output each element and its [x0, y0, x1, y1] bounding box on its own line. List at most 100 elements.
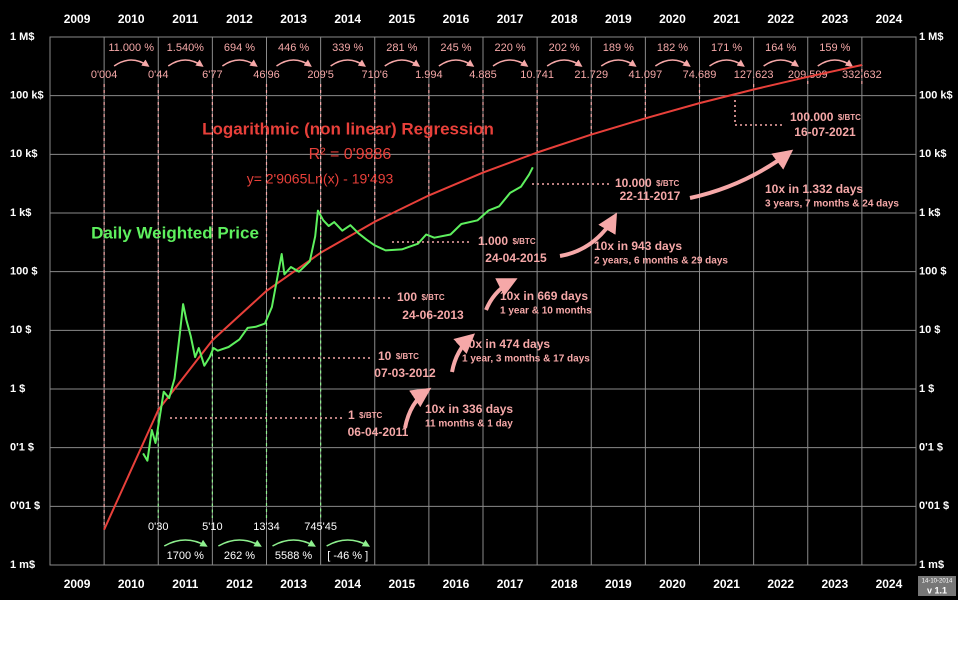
regression-value-label: 710'6 [361, 69, 388, 81]
growth-arrow [600, 59, 637, 67]
price-value-label: 5'10 [202, 521, 222, 533]
milestone-price: 10 $/BTC [378, 348, 419, 365]
price-growth-label: 262 % [224, 550, 255, 562]
regression-title: Logarithmic (non linear) Regression [202, 119, 494, 138]
price-growth-arrow [272, 539, 316, 547]
arrow [559, 212, 618, 258]
milestone-growth: 10x in 474 days [462, 337, 550, 351]
milestone-price-value: 10.000 [615, 176, 652, 190]
x-tick-label: 2016 [443, 12, 470, 26]
growth-label: 171 % [711, 42, 742, 54]
x-tick-label: 2024 [876, 12, 903, 26]
x-tick-label: 2015 [388, 12, 415, 26]
y-tick-label: 10 $ [10, 324, 31, 336]
y-tick-label: 0'01 $ [10, 500, 40, 512]
price-title: Daily Weighted Price [91, 223, 259, 242]
x-tick-label-bottom: 2014 [334, 577, 361, 591]
growth-arrow [438, 59, 475, 67]
y-tick-label: 100 $ [10, 266, 38, 278]
growth-label: 189 % [603, 42, 634, 54]
milestone-span: 2 years, 6 months & 29 days [594, 256, 728, 267]
y-tick-label-right: 1 M$ [919, 31, 943, 43]
growth-label: 220 % [494, 42, 525, 54]
growth-label: 694 % [224, 42, 255, 54]
regression-value-label: 46'96 [253, 69, 280, 81]
price-growth-label: 1700 % [167, 550, 205, 562]
annotation-arrows [403, 149, 794, 429]
x-tick-label: 2011 [172, 12, 198, 26]
regression-value-label: 10.741 [520, 69, 554, 81]
y-tick-label: 100 k$ [10, 90, 44, 102]
x-tick-label: 2010 [118, 12, 145, 26]
x-tick-label: 2014 [334, 12, 361, 26]
regression-value-label: 21.729 [574, 69, 608, 81]
x-tick-label-bottom: 2022 [767, 577, 794, 591]
arrow [484, 278, 518, 311]
x-tick-label-bottom: 2017 [497, 577, 524, 591]
milestone-unit: $/BTC [656, 179, 679, 188]
plot: 1 m$ 1 m$ 0'01 $ 0'01 $ 0'1 $ 0'1 $ 1 $ 1 $ 10 $… [10, 12, 956, 596]
growth-arrow [763, 59, 799, 67]
stamp-box [918, 576, 956, 596]
growth-arrow [330, 59, 366, 67]
y-tick-label-right: 10 $ [919, 324, 940, 336]
stamp-date: 14-10-2014 [922, 579, 953, 585]
arrow [689, 149, 794, 200]
x-tick-label: 2017 [497, 12, 524, 26]
y-tick-label-right: 1 k$ [919, 207, 940, 219]
price-growth-arrow [326, 539, 371, 547]
price-value-label: 0'30 [148, 521, 168, 533]
milestone-price: 10.000 $/BTC [615, 175, 679, 192]
regression-value-label: 74.689 [683, 69, 717, 81]
arrow [403, 387, 432, 429]
milestone-growth: 10x in 669 days [500, 289, 588, 303]
y-tick-label: 0'1 $ [10, 442, 34, 454]
y-tick-label-right: 10 k$ [919, 148, 947, 160]
milestone-price-value: 10 [378, 349, 392, 363]
y-tick-label: 1 M$ [10, 31, 34, 43]
growth-arrow [709, 59, 745, 67]
x-tick-label-bottom: 2016 [443, 577, 470, 591]
growth-arrow [167, 59, 204, 67]
growth-arrow [546, 59, 583, 67]
x-tick-label-bottom: 2023 [821, 577, 848, 591]
x-tick-label: 2009 [64, 12, 91, 26]
price-value-label: 745'45 [304, 521, 337, 533]
y-tick-label-right: 1 m$ [919, 559, 944, 571]
x-tick-label: 2018 [551, 12, 578, 26]
milestone-date: 06-04-2011 [348, 425, 409, 439]
price-growth-arrow [163, 539, 208, 547]
milestone-price: 100.000 $/BTC [790, 109, 861, 126]
x-tick-label-bottom: 2018 [551, 577, 578, 591]
regression-r2: R² = 0'9886 [309, 146, 392, 163]
x-tick-label: 2013 [280, 12, 307, 26]
x-tick-label: 2022 [767, 12, 794, 26]
milestone-growth: 10x in 336 days [425, 402, 513, 416]
y-tick-label: 10 k$ [10, 148, 38, 160]
x-tick-label: 2021 [713, 12, 740, 26]
milestone-span: 11 months & 1 day [425, 419, 513, 430]
x-tick-label-bottom: 2020 [659, 577, 686, 591]
price-value-label: 13'34 [253, 521, 280, 533]
growth-arrow [384, 59, 421, 67]
milestone-price-value: 1.000 [478, 234, 508, 248]
milestone-price-value: 100 [397, 290, 417, 304]
milestone-span: 1 year, 3 months & 17 days [462, 354, 590, 365]
milestone-date: 16-07-2021 [794, 125, 856, 139]
x-tick-label-bottom: 2019 [605, 577, 632, 591]
growth-label: 182 % [657, 42, 688, 54]
milestone-date: 24-06-2013 [402, 308, 464, 322]
growth-label: 1.540% [167, 42, 205, 54]
milestone-unit: $/BTC [512, 237, 535, 246]
x-tick-label: 2012 [226, 12, 253, 26]
milestone-price-value: 1 [348, 408, 355, 422]
regression-value-label: 0'44 [148, 69, 168, 81]
price-growth-arrow [218, 539, 262, 547]
y-tick-label-right: 1 $ [919, 383, 934, 395]
x-tick-label: 2023 [821, 12, 848, 26]
price-growth-label: 5588 % [275, 550, 313, 562]
regression-value-label: 4.885 [469, 69, 497, 81]
regression-value-label: 127.623 [734, 69, 774, 81]
x-tick-label-bottom: 2013 [280, 577, 307, 591]
growth-label: 281 % [386, 42, 417, 54]
